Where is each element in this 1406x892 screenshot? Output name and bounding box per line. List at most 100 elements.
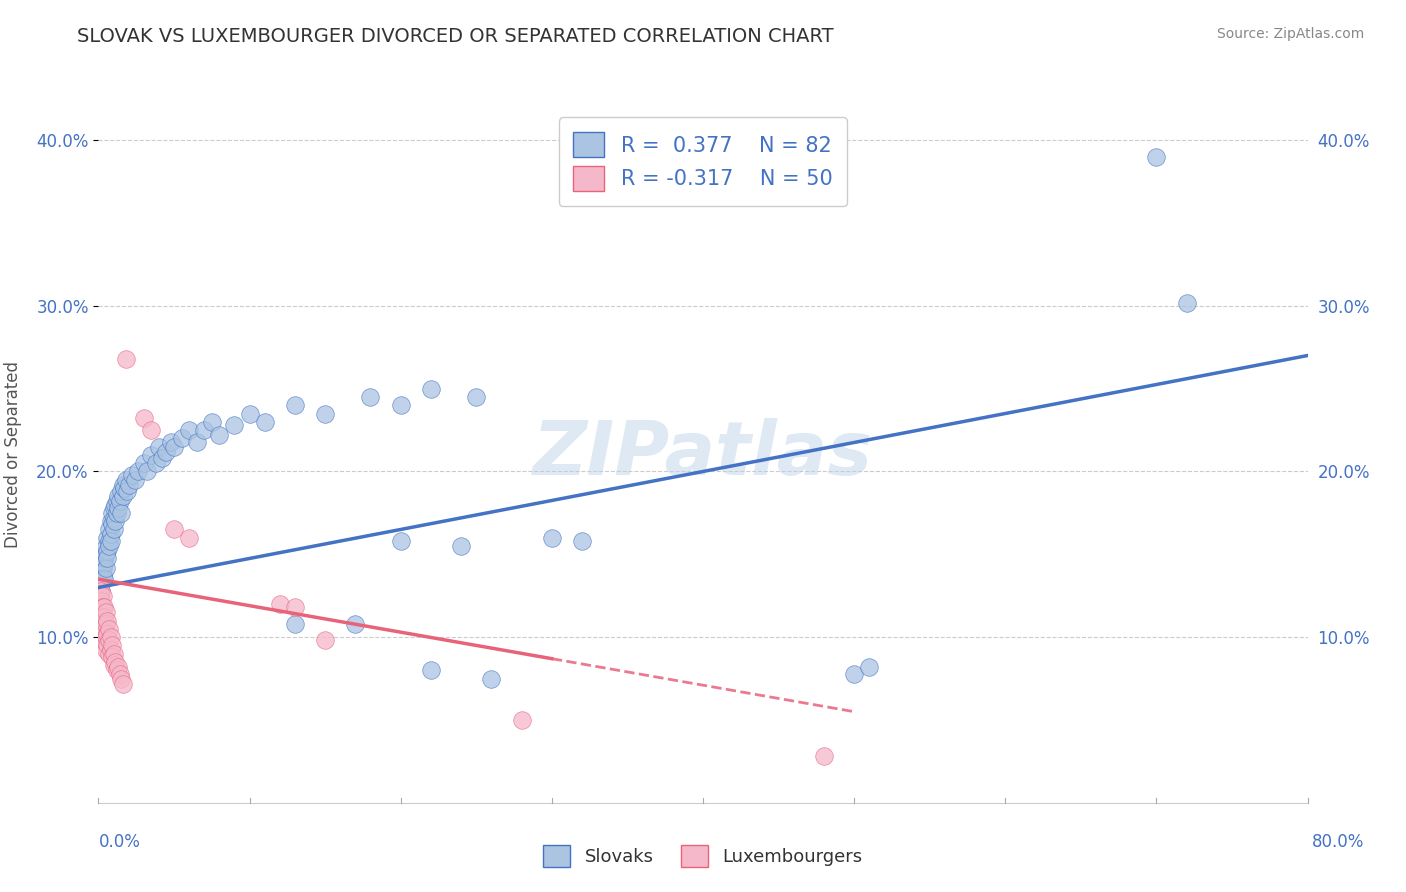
Point xyxy=(186,434,208,449)
Point xyxy=(93,622,115,636)
Point xyxy=(91,622,114,636)
Point xyxy=(163,440,186,454)
Point xyxy=(91,560,114,574)
Point xyxy=(110,672,132,686)
Point xyxy=(93,600,115,615)
Point xyxy=(101,639,124,653)
Point xyxy=(135,465,157,479)
Point xyxy=(465,390,488,404)
Point xyxy=(100,630,122,644)
Point xyxy=(100,514,122,528)
Point xyxy=(420,382,443,396)
Point xyxy=(89,589,111,603)
Point xyxy=(89,597,111,611)
Point xyxy=(96,614,118,628)
Point xyxy=(132,456,155,470)
Point xyxy=(284,398,307,412)
Point xyxy=(111,477,134,491)
Point xyxy=(98,539,121,553)
Point xyxy=(90,583,112,598)
Point xyxy=(89,605,111,619)
Point xyxy=(141,448,163,462)
Point xyxy=(96,627,118,641)
Point xyxy=(110,506,132,520)
Point xyxy=(103,500,125,515)
Point xyxy=(93,572,115,586)
Point xyxy=(91,567,114,582)
Point xyxy=(105,663,128,677)
Point xyxy=(104,514,127,528)
Point xyxy=(96,531,118,545)
Point xyxy=(284,616,307,631)
Point xyxy=(150,451,173,466)
Point xyxy=(201,415,224,429)
Point xyxy=(239,407,262,421)
Point xyxy=(132,411,155,425)
Point xyxy=(104,655,127,669)
Point xyxy=(224,418,246,433)
Point xyxy=(94,643,117,657)
Point xyxy=(96,544,118,558)
Point xyxy=(389,534,412,549)
Point xyxy=(141,423,163,437)
Point xyxy=(94,630,117,644)
Point xyxy=(100,527,122,541)
Point xyxy=(105,494,128,508)
Point xyxy=(94,616,117,631)
Point xyxy=(94,605,117,619)
Legend: R =  0.377    N = 82, R = -0.317    N = 50: R = 0.377 N = 82, R = -0.317 N = 50 xyxy=(558,118,848,206)
Point xyxy=(101,650,124,665)
Point xyxy=(93,550,115,565)
Point xyxy=(253,415,276,429)
Point xyxy=(103,658,125,673)
Point xyxy=(90,610,112,624)
Point xyxy=(89,589,111,603)
Point xyxy=(89,581,111,595)
Point xyxy=(314,407,336,421)
Point xyxy=(90,616,112,631)
Point xyxy=(98,633,121,648)
Point xyxy=(208,428,231,442)
Point xyxy=(98,523,121,537)
Point xyxy=(100,643,122,657)
Point xyxy=(813,749,835,764)
Point xyxy=(94,547,117,561)
Point xyxy=(91,589,114,603)
Point xyxy=(90,577,112,591)
Point xyxy=(1144,150,1167,164)
Text: SLOVAK VS LUXEMBOURGER DIVORCED OR SEPARATED CORRELATION CHART: SLOVAK VS LUXEMBOURGER DIVORCED OR SEPAR… xyxy=(77,27,834,45)
Point xyxy=(540,531,562,545)
Text: 80.0%: 80.0% xyxy=(1312,833,1364,851)
Point xyxy=(420,663,443,677)
Point xyxy=(344,616,367,631)
Point xyxy=(1175,295,1198,310)
Point xyxy=(90,564,112,578)
Text: 0.0%: 0.0% xyxy=(98,833,141,851)
Point xyxy=(91,570,114,584)
Point xyxy=(193,423,215,437)
Point xyxy=(107,660,129,674)
Point xyxy=(389,398,412,412)
Point xyxy=(101,517,124,532)
Point xyxy=(170,431,193,445)
Legend: Slovaks, Luxembourgers: Slovaks, Luxembourgers xyxy=(536,838,870,874)
Point xyxy=(450,539,472,553)
Point xyxy=(100,534,122,549)
Text: Source: ZipAtlas.com: Source: ZipAtlas.com xyxy=(1216,27,1364,41)
Point xyxy=(115,484,138,499)
Point xyxy=(98,534,121,549)
Point xyxy=(103,511,125,525)
Point xyxy=(111,676,134,690)
Point xyxy=(108,666,131,681)
Point xyxy=(145,456,167,470)
Text: ZIPatlas: ZIPatlas xyxy=(533,418,873,491)
Point xyxy=(94,539,117,553)
Point xyxy=(90,583,112,598)
Point xyxy=(96,639,118,653)
Point xyxy=(105,506,128,520)
Point xyxy=(269,597,291,611)
Point xyxy=(90,593,112,607)
Point xyxy=(360,390,382,404)
Point xyxy=(96,550,118,565)
Point xyxy=(107,489,129,503)
